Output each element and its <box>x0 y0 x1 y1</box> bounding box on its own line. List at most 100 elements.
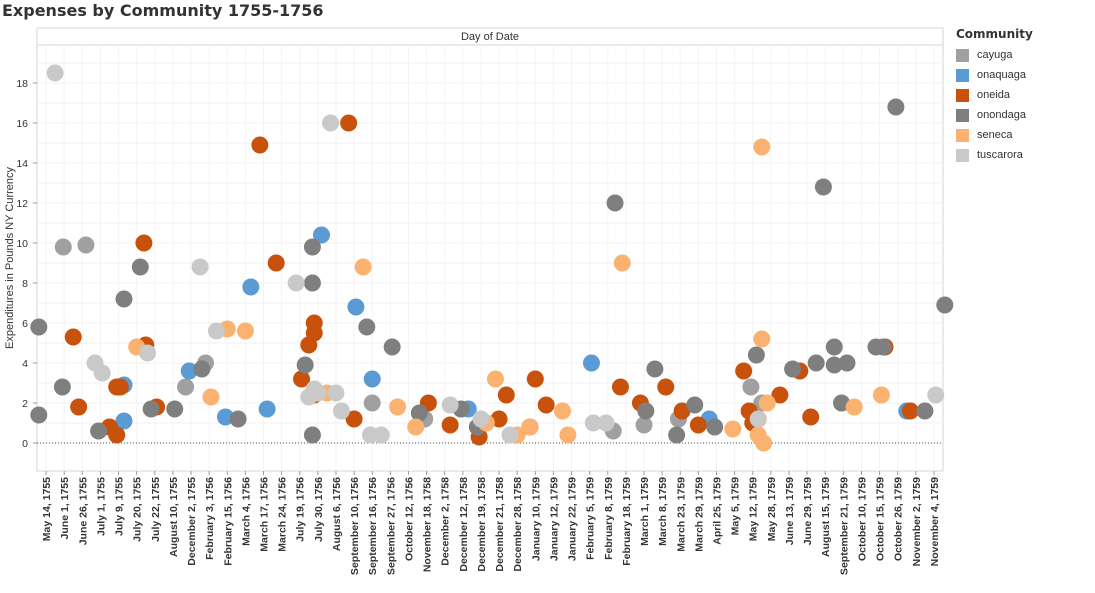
x-tick-label: March 8, 1759 <box>657 477 669 546</box>
data-point-onondaga <box>303 238 321 256</box>
data-point-tuscarora <box>372 426 390 444</box>
data-point-onondaga <box>646 360 664 378</box>
data-point-onondaga <box>303 274 321 292</box>
legend-item-oneida[interactable]: oneida <box>956 85 1086 105</box>
chart-title: Expenses by Community 1755-1756 <box>2 1 324 20</box>
data-point-tuscarora <box>441 396 459 414</box>
legend-item-onaquaga[interactable]: onaquaga <box>956 65 1086 85</box>
data-point-tuscarora <box>309 384 327 402</box>
legend-swatch-onondaga <box>956 108 969 122</box>
data-point-seneca <box>755 434 773 452</box>
y-tick-label: 12 <box>16 198 28 210</box>
data-point-seneca <box>758 394 776 412</box>
data-point-oneida <box>771 386 789 404</box>
x-tick-label: August 10, 1755 <box>168 477 180 557</box>
legend-swatch-seneca <box>956 128 969 142</box>
data-point-onondaga <box>303 426 321 444</box>
x-tick-label: December 12, 1758 <box>458 477 470 572</box>
data-point-onondaga <box>814 178 832 196</box>
data-point-tuscarora <box>597 414 615 432</box>
data-point-onondaga <box>686 396 704 414</box>
x-tick-label: January 10, 1759 <box>530 477 542 561</box>
data-point-oneida <box>108 426 126 444</box>
x-tick-label: July 22, 1755 <box>150 477 162 542</box>
x-tick-label: September 27, 1756 <box>385 477 397 575</box>
data-point-onondaga <box>606 194 624 212</box>
x-tick-label: May 5, 1759 <box>730 477 742 536</box>
x-tick-label: July 1, 1755 <box>95 477 107 536</box>
header-label: Day of Date <box>461 31 519 43</box>
x-tick-label: December 19, 1758 <box>476 477 488 572</box>
data-point-seneca <box>559 426 577 444</box>
legend-item-onondaga[interactable]: onondaga <box>956 105 1086 125</box>
x-tick-label: February 18, 1759 <box>621 477 633 566</box>
data-point-onondaga <box>838 354 856 372</box>
x-tick-label: November 4, 1759 <box>929 477 941 566</box>
data-point-onondaga <box>30 318 48 336</box>
data-point-onondaga <box>668 426 686 444</box>
data-point-seneca <box>753 138 771 156</box>
x-tick-label: September 21, 1759 <box>838 477 850 575</box>
x-tick-label: September 16, 1756 <box>367 477 379 575</box>
legend-swatch-onaquaga <box>956 68 969 82</box>
data-point-onondaga <box>784 360 802 378</box>
legend-item-seneca[interactable]: seneca <box>956 125 1086 145</box>
legend-item-tuscarora[interactable]: tuscarora <box>956 145 1086 165</box>
data-point-onaquaga <box>312 226 330 244</box>
data-point-tuscarora <box>327 384 345 402</box>
data-point-tuscarora <box>927 386 945 404</box>
x-tick-label: July 19, 1756 <box>295 477 307 542</box>
data-point-oneida <box>611 378 629 396</box>
data-point-seneca <box>407 418 425 436</box>
x-tick-label: January 12, 1759 <box>548 477 560 561</box>
data-point-oneida <box>537 396 555 414</box>
x-tick-label: April 25, 1759 <box>712 477 724 545</box>
legend-label: onondaga <box>977 109 1026 121</box>
data-point-onondaga <box>887 98 905 116</box>
x-tick-label: December 2, 1758 <box>440 477 452 566</box>
x-tick-label: February 15, 1756 <box>222 477 234 566</box>
legend-swatch-tuscarora <box>956 148 969 162</box>
data-point-tuscarora <box>287 274 305 292</box>
data-point-oneida <box>345 410 363 428</box>
x-tick-label: November 18, 1758 <box>422 477 434 572</box>
data-point-tuscarora <box>139 344 157 362</box>
data-point-seneca <box>521 418 539 436</box>
data-point-seneca <box>753 330 771 348</box>
data-point-onondaga <box>30 406 48 424</box>
x-tick-label: March 29, 1759 <box>693 477 705 552</box>
x-tick-label: June 26, 1755 <box>77 477 89 545</box>
data-point-cayuga <box>363 394 381 412</box>
legend-item-cayuga[interactable]: cayuga <box>956 45 1086 65</box>
x-tick-label: January 22, 1759 <box>567 477 579 561</box>
x-tick-label: March 23, 1759 <box>675 477 687 552</box>
x-tick-label: December 2, 1755 <box>186 477 198 566</box>
x-tick-label: March 24, 1756 <box>277 477 289 552</box>
data-point-oneida <box>657 378 675 396</box>
y-tick-label: 14 <box>16 158 28 170</box>
data-point-cayuga <box>635 416 653 434</box>
data-point-onondaga <box>131 258 149 276</box>
y-tick-label: 18 <box>16 78 28 90</box>
x-tick-label: June 29, 1759 <box>802 477 814 545</box>
data-point-onondaga <box>706 418 724 436</box>
x-tick-label: October 10, 1759 <box>856 477 868 561</box>
data-point-onaquaga <box>258 400 276 418</box>
data-point-onondaga <box>115 290 133 308</box>
data-point-onaquaga <box>363 370 381 388</box>
data-point-oneida <box>526 370 544 388</box>
x-tick-label: February 8, 1759 <box>603 477 615 560</box>
x-tick-label: February 3, 1756 <box>204 477 216 560</box>
legend-label: oneida <box>977 89 1011 101</box>
data-point-seneca <box>354 258 372 276</box>
y-tick-label: 4 <box>22 358 28 370</box>
data-point-onondaga <box>90 422 108 440</box>
y-tick-label: 2 <box>22 398 28 410</box>
data-point-onondaga <box>916 402 934 420</box>
x-tick-label: February 5, 1759 <box>585 477 597 560</box>
data-point-onondaga <box>825 356 843 374</box>
data-point-tuscarora <box>191 258 209 276</box>
plot-area <box>36 44 944 472</box>
data-point-oneida <box>111 378 129 396</box>
data-point-onaquaga <box>582 354 600 372</box>
